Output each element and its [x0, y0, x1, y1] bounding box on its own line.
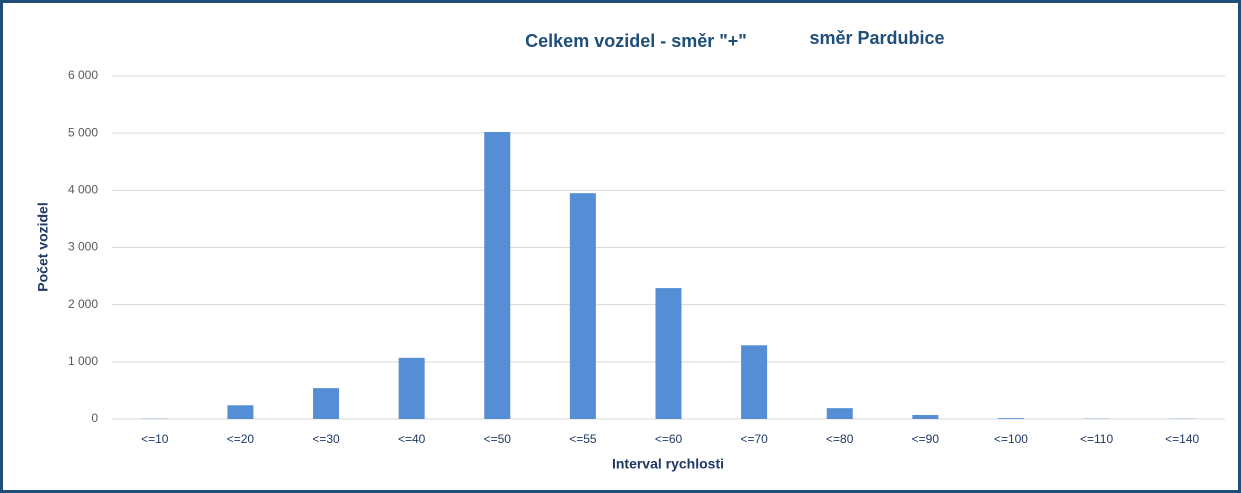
y-tick-label: 5 000 [68, 125, 98, 139]
x-tick-label: <=55 [569, 432, 597, 446]
bar [227, 405, 254, 419]
x-tick-label: <=140 [1165, 432, 1199, 446]
y-tick-label: 3 000 [68, 240, 98, 254]
x-tick-label: <=60 [655, 432, 683, 446]
x-axis-label: Interval rychlosti [612, 456, 724, 472]
y-tick-label: 1 000 [68, 354, 98, 368]
x-tick-label: <=110 [1080, 432, 1113, 446]
bar [484, 132, 511, 420]
x-tick-label: <=50 [484, 432, 512, 446]
bar [741, 345, 768, 419]
bar [313, 388, 340, 419]
x-tick-label: <=20 [227, 432, 255, 446]
y-tick-label: 0 [91, 411, 98, 425]
x-tick-label: <=30 [312, 432, 340, 446]
bar [826, 408, 853, 419]
y-axis-label: Počet vozidel [35, 202, 51, 291]
x-tick-label: <=80 [826, 432, 854, 446]
x-tick-label: <=90 [912, 432, 940, 446]
x-tick-label: <=100 [994, 432, 1028, 446]
bar [655, 288, 682, 419]
y-tick-label: 2 000 [68, 297, 98, 311]
annotation: směr Pardubice [809, 28, 944, 48]
x-tick-label: <=10 [141, 432, 169, 446]
bar [997, 418, 1024, 419]
y-tick-label: 4 000 [68, 183, 98, 197]
bar [398, 357, 425, 419]
x-tick-label: <=70 [740, 432, 768, 446]
chart-title: Celkem vozidel - směr "+" [525, 31, 747, 51]
bar [569, 193, 596, 419]
y-tick-label: 6 000 [68, 68, 98, 82]
bar [912, 414, 939, 419]
x-tick-label: <=40 [398, 432, 426, 446]
